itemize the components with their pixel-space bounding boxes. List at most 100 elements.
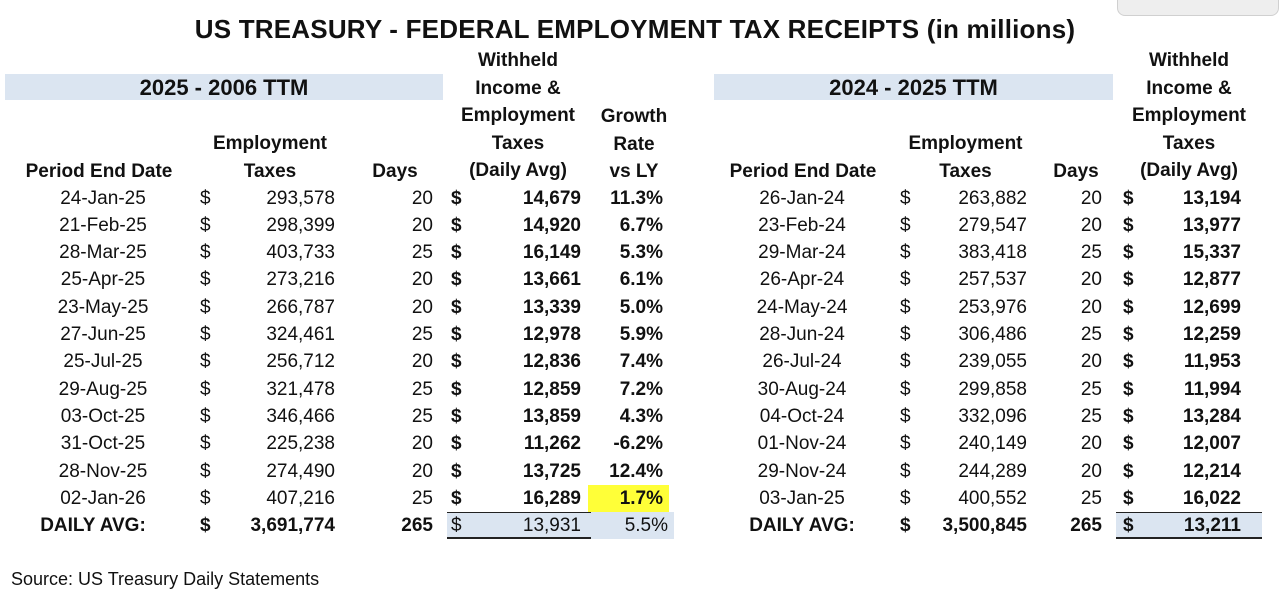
left-row-taxes: 407,216 [266,487,335,509]
left-row-date: 23-May-25 [57,296,149,318]
right-row-daily-avg: 13,194 [1182,187,1241,209]
right-row-days: 20 [1080,351,1102,373]
right-row-avg-currency: $ [1123,269,1134,291]
left-row-growth: 11.3% [610,187,663,209]
right-row-taxes: 257,537 [958,269,1027,291]
right-row-days: 20 [1080,269,1102,291]
left-total-growth: 5.5% [624,515,668,537]
left-row-taxes: 225,238 [266,433,335,455]
report-title: US TREASURY - FEDERAL EMPLOYMENT TAX REC… [194,14,1076,44]
right-row-daily-avg: 12,699 [1182,296,1241,318]
left-row-avg-currency: $ [451,214,462,236]
right-row-days: 20 [1080,433,1102,455]
right-row-taxes: 253,976 [958,296,1027,318]
right-row-taxes: 279,547 [958,214,1027,236]
left-total-taxes: 3,691,774 [250,515,335,537]
left-row-taxes: 321,478 [266,378,335,400]
left-row-taxes: 274,490 [266,460,335,482]
left-row-taxes: 256,712 [266,351,335,373]
left-row-avg-currency: $ [451,378,462,400]
right-row-currency: $ [900,214,911,236]
right-row-days: 20 [1080,296,1102,318]
left-row-taxes: 324,461 [266,324,335,345]
left-row-days: 20 [411,460,433,482]
right-row-avg-currency: $ [1123,351,1134,373]
left-row-avg-currency: $ [451,187,462,209]
right-row-taxes: 400,552 [958,487,1027,509]
left-row-growth: 5.0% [619,296,663,318]
left-row-date: 02-Jan-26 [60,487,146,509]
left-row-date: 28-Mar-25 [59,242,147,264]
right-row-date: 29-Nov-24 [757,460,847,482]
left-row-date: 21-Feb-25 [59,214,147,236]
left-row-currency: $ [200,405,211,427]
left-total-days: 265 [401,515,433,537]
left-total-bottom-rule [447,537,591,540]
right-total-avg-shade [1116,512,1262,540]
right-row-currency: $ [900,378,911,400]
left-row-daily-avg: 16,149 [522,242,581,264]
right-row-date: 30-Aug-24 [757,378,847,400]
right-row-daily-avg: 11,994 [1183,378,1241,400]
left-row-growth: 7.2% [619,378,663,400]
left-row-taxes: 403,733 [266,242,335,264]
right-row-days: 25 [1080,487,1102,509]
right-row-date: 26-Jul-24 [762,351,842,373]
left-row-taxes: 273,216 [266,269,335,291]
left-total-avg-shade [447,512,591,540]
left-row-daily-avg: 14,679 [522,187,581,209]
left-row-daily-avg: 13,859 [522,405,581,427]
left-row-currency: $ [200,378,211,400]
right-row-avg-currency: $ [1123,187,1134,209]
left-row-avg-currency: $ [451,433,462,455]
left-row-days: 25 [411,487,433,509]
left-row-days: 20 [411,269,433,291]
right-row-avg-currency: $ [1123,296,1134,318]
left-row-daily-avg: 12,836 [522,351,581,373]
right-row-date: 23-Feb-24 [758,214,846,236]
right-row-date: 28-Jun-24 [759,324,845,345]
source-note: Source: US Treasury Daily Statements [11,569,320,589]
left-row-growth: 4.3% [619,405,663,427]
right-total-currency: $ [900,515,911,537]
right-row-avg-currency: $ [1123,324,1134,345]
left-row-date: 24-Jan-25 [60,187,146,209]
left-row-avg-currency: $ [451,487,462,509]
right-row-days: 25 [1080,378,1102,400]
left-row-growth: 5.3% [619,242,663,264]
right-row-currency: $ [900,296,911,318]
left-row-growth: 5.9% [619,324,663,345]
right-row-currency: $ [900,187,911,209]
left-row-currency: $ [200,296,211,318]
right-row-taxes: 383,418 [958,242,1027,264]
left-row-taxes: 346,466 [266,405,335,427]
right-row-currency: $ [900,405,911,427]
right-total-label: DAILY AVG: [749,515,855,537]
left-total-currency: $ [200,515,211,537]
left-row-currency: $ [200,460,211,482]
left-row-currency: $ [200,269,211,291]
left-total-avg-currency: $ [451,515,462,537]
left-row-currency: $ [200,487,211,509]
left-row-daily-avg: 12,859 [522,378,581,400]
right-row-date: 26-Jan-24 [759,187,845,209]
right-total-bottom-rule [1116,537,1262,540]
right-row-date: 26-Apr-24 [759,269,845,291]
right-row-taxes: 299,858 [958,378,1027,400]
right-row-taxes: 244,289 [958,460,1027,482]
left-row-avg-currency: $ [451,242,462,264]
right-row-date: 24-May-24 [756,296,848,318]
right-row-avg-currency: $ [1123,242,1134,264]
right-row-daily-avg: 12,259 [1182,324,1241,345]
left-row-currency: $ [200,351,211,373]
right-header-days: Days [1053,161,1099,182]
left-header-withheld: Withheld Income & Employment Taxes (Dail… [460,50,576,181]
left-header-days: Days [372,161,418,182]
left-row-growth: 6.7% [619,214,663,236]
right-row-currency: $ [900,460,911,482]
right-row-daily-avg: 12,007 [1182,433,1241,455]
right-row-days: 20 [1080,214,1102,236]
left-header-date: Period End Date [25,161,173,182]
right-row-avg-currency: $ [1123,405,1134,427]
left-row-daily-avg: 12,978 [522,324,581,345]
